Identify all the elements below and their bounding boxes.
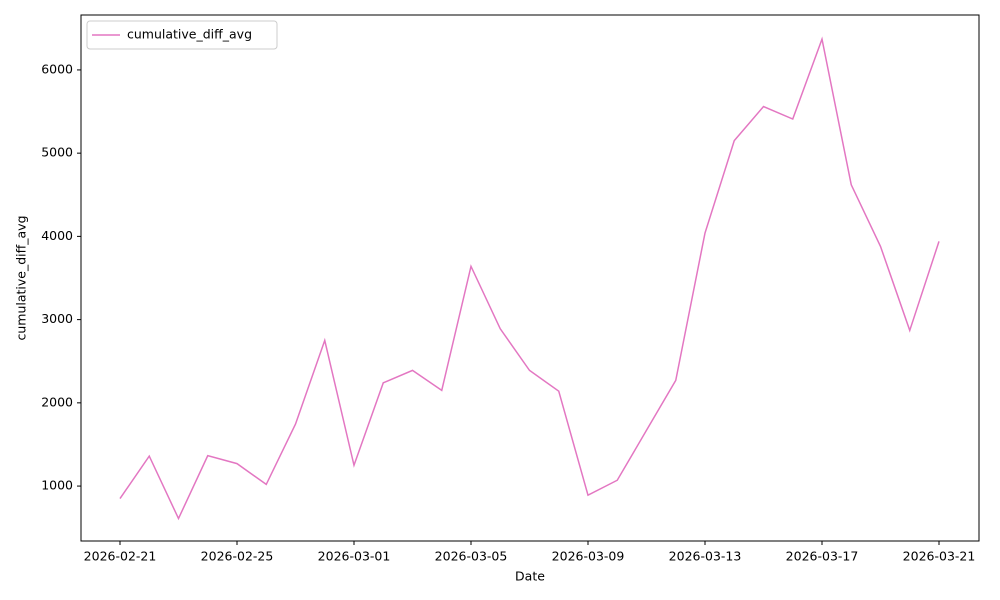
y-tick-label: 3000 (41, 311, 73, 326)
x-axis-label: Date (515, 569, 545, 584)
x-tick-label: 2026-03-17 (786, 549, 859, 564)
legend-label: cumulative_diff_avg (127, 27, 252, 42)
y-axis-label: cumulative_diff_avg (14, 216, 29, 341)
y-tick-label: 1000 (41, 478, 73, 493)
x-tick-label: 2026-03-01 (318, 549, 391, 564)
y-tick-label: 4000 (41, 228, 73, 243)
x-tick-label: 2026-03-05 (435, 549, 508, 564)
x-tick-label: 2026-02-21 (84, 549, 157, 564)
legend-box (86, 20, 278, 50)
x-tick-label: 2026-03-13 (669, 549, 742, 564)
y-tick-label: 5000 (41, 145, 73, 160)
x-tick-label: 2026-03-21 (903, 549, 976, 564)
y-tick-label: 6000 (41, 61, 73, 76)
x-tick-label: 2026-02-25 (201, 549, 274, 564)
x-tick-label: 2026-03-09 (552, 549, 625, 564)
plot-frame (80, 14, 980, 542)
y-tick-label: 2000 (41, 394, 73, 409)
data-line (119, 36, 940, 521)
